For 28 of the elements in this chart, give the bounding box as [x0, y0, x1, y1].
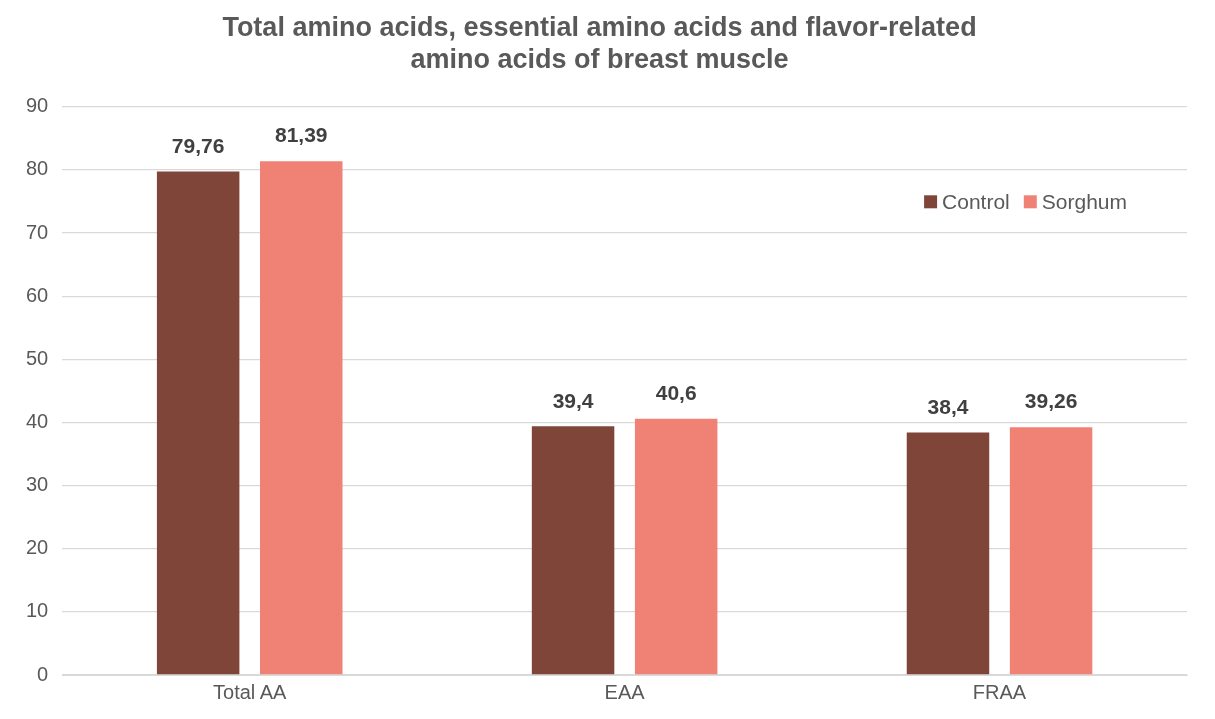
x-tick-label: EAA: [604, 680, 646, 703]
y-tick-label: 50: [26, 346, 49, 369]
data-label: 40,6: [655, 380, 697, 404]
data-label: 39,26: [1024, 389, 1078, 413]
y-tick-label: 70: [26, 220, 49, 243]
bar: [906, 432, 990, 675]
y-tick-label: 10: [26, 599, 49, 622]
data-label: 38,4: [927, 394, 969, 418]
bar: [1009, 427, 1093, 675]
data-label: 39,4: [552, 388, 594, 412]
y-tick-label: 60: [26, 283, 49, 306]
bar: [531, 426, 615, 675]
y-tick-label: 0: [37, 662, 49, 685]
bar: [634, 418, 718, 675]
y-tick-label: 80: [26, 157, 49, 180]
x-tick-label: FRAA: [972, 680, 1027, 703]
y-tick-label: 40: [26, 409, 49, 432]
data-label: 81,39: [274, 123, 328, 147]
data-label: 79,76: [171, 133, 225, 157]
y-tick-label: 90: [26, 94, 49, 117]
x-tick-label: Total AA: [213, 680, 288, 703]
chart-title: Total amino acids, essential amino acids and flavor-related amino acids of breast muscle: [222, 11, 977, 75]
y-tick-label: 20: [26, 536, 49, 559]
bar: [156, 171, 240, 675]
legend-label: Sorghum: [1041, 189, 1128, 213]
bar: [260, 161, 343, 675]
y-tick-label: 30: [26, 473, 49, 496]
legend-label: Control: [942, 189, 1010, 213]
